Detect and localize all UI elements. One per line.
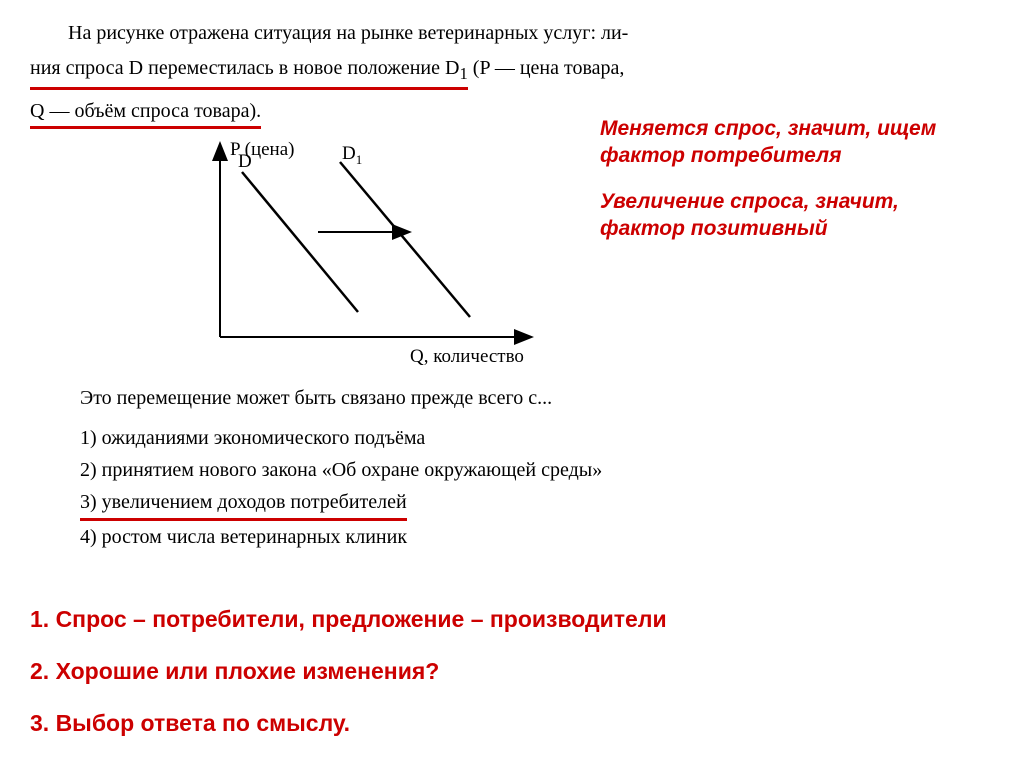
option-4: 4) ростом числа ветеринарных клиник bbox=[80, 521, 994, 553]
question-text: Это перемещение может быть связано прежд… bbox=[80, 387, 994, 410]
option-3-underlined: 3) увеличением доходов потребителей bbox=[80, 486, 407, 521]
problem-line3-underlined: Q — объём спроса товара). bbox=[30, 98, 261, 129]
d-label: D bbox=[238, 151, 252, 172]
problem-line2-rest: (P — цена товара, bbox=[468, 57, 625, 79]
option-3: 3) увеличением доходов потребителей bbox=[80, 486, 994, 521]
problem-line2: ния спроса D переместилась в новое полож… bbox=[30, 55, 994, 90]
hint-3: 3. Выбор ответа по смыслу. bbox=[30, 707, 994, 739]
demand-shift-graph: P (цена) Q, количество D D1 bbox=[130, 137, 690, 377]
option-1: 1) ожиданиями экономического подъёма bbox=[80, 422, 994, 454]
d1-label: D1 bbox=[342, 143, 362, 167]
bottom-hints: 1. Спрос – потребители, предложение – пр… bbox=[30, 603, 994, 740]
demand-curve-d bbox=[242, 172, 358, 312]
problem-line2-underlined: ния спроса D переместилась в новое полож… bbox=[30, 55, 468, 90]
x-axis-label: Q, количество bbox=[410, 346, 524, 367]
answer-options: 1) ожиданиями экономического подъёма 2) … bbox=[80, 422, 994, 553]
demand-curve-d1 bbox=[340, 162, 470, 317]
problem-line1-text: На рисунке отражена ситуация на рынке ве… bbox=[68, 22, 628, 44]
hint-2: 2. Хорошие или плохие изменения? bbox=[30, 655, 994, 687]
graph-svg: P (цена) Q, количество D D1 bbox=[130, 137, 690, 377]
problem-line1: На рисунке отражена ситуация на рынке ве… bbox=[30, 20, 994, 47]
option-2: 2) принятием нового закона «Об охране ок… bbox=[80, 454, 994, 486]
hint-1: 1. Спрос – потребители, предложение – пр… bbox=[30, 603, 994, 635]
